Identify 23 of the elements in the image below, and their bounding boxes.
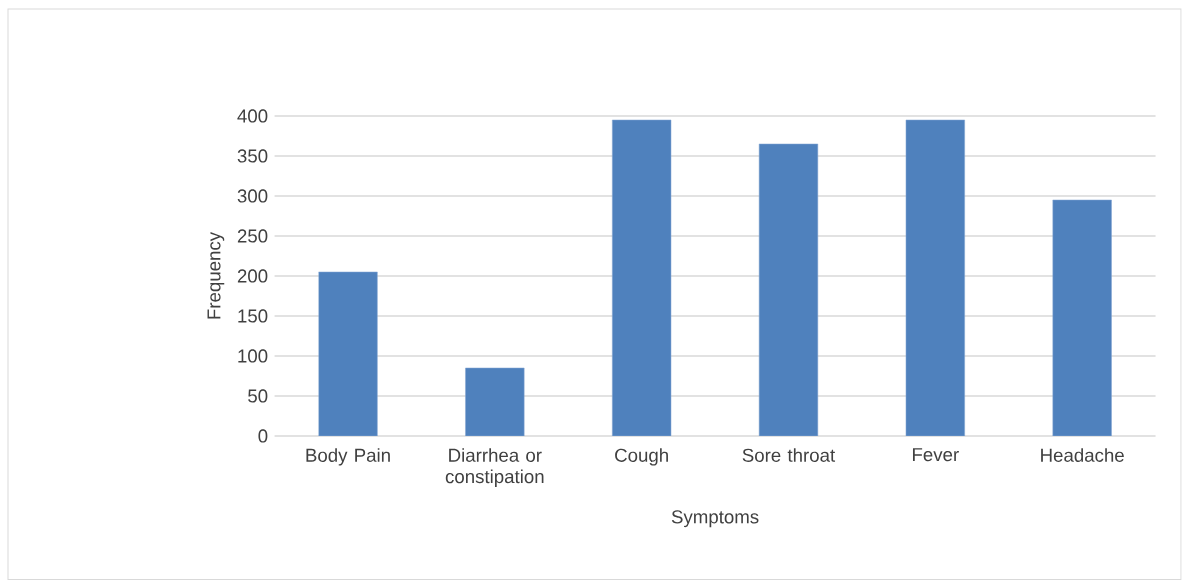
bar: [318, 271, 378, 436]
y-tick-label: 0: [258, 429, 268, 443]
x-tick-label: Fever: [912, 448, 959, 462]
y-tick-label: 350: [237, 149, 268, 163]
y-tick-label: 50: [248, 389, 268, 403]
y-tick-label: 400: [237, 109, 268, 123]
x-tick-label: Headache: [1041, 448, 1124, 462]
x-tick-label: Diarrhea or constipation: [445, 448, 544, 487]
bar: [905, 119, 965, 436]
y-tick-label: 300: [237, 189, 268, 203]
y-tick-label: 250: [237, 229, 268, 243]
bar: [1052, 199, 1112, 436]
x-tick-label: Sore throat: [742, 448, 836, 462]
x-tick-label: Body Pain: [306, 448, 390, 466]
x-axis-title: Symptoms: [671, 510, 759, 528]
y-tick-label: 150: [238, 309, 268, 323]
x-tick-label: Cough: [615, 448, 668, 466]
bar: [612, 119, 672, 436]
y-axis-title: Frequency: [207, 231, 225, 319]
y-tick-label: 100: [238, 349, 268, 363]
bar: [758, 143, 819, 436]
y-tick-label: 200: [237, 269, 268, 283]
bar: [465, 367, 525, 436]
